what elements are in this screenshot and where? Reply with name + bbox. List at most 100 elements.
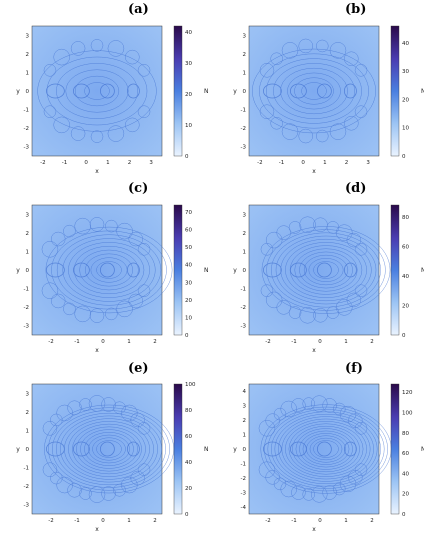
colorbar-tick-label: 60 (402, 244, 409, 250)
x-tick-label: 0 (101, 339, 105, 345)
panel-5: (e) -2 -1 0 1 2 3 2 1 0 -1 -2 -3 x y 100 80 60 40 20 0 N (16, 361, 208, 533)
colorbar-tick-label: 20 (402, 303, 409, 309)
colorbar-label: N (421, 88, 424, 95)
colorbar-label: N (204, 88, 209, 95)
y-tick-label: 3 (26, 33, 30, 39)
y-tick-label: 3 (243, 212, 247, 218)
x-axis-label: x (95, 168, 99, 175)
y-tick-label: 1 (243, 249, 247, 255)
y-tick-label: -3 (24, 145, 30, 151)
x-tick-label: 1 (344, 339, 348, 345)
colorbar-tick-label: 0 (185, 333, 189, 339)
colorbar-label: N (421, 267, 424, 274)
colorbar-tick-label: 70 (185, 210, 192, 216)
colorbar-label: N (204, 267, 209, 274)
x-tick-label: 2 (345, 160, 349, 166)
x-tick-label: 3 (149, 160, 153, 166)
colorbar-tick-label: 0 (185, 512, 189, 518)
y-tick-label: 1 (26, 428, 30, 434)
x-tick-label: 0 (318, 339, 322, 345)
colorbar-tick-label: 40 (402, 471, 409, 477)
y-tick-label: 2 (26, 52, 30, 58)
field-pattern (41, 217, 173, 323)
panel-label: (a) (128, 2, 149, 17)
colorbar-tick-label: 20 (402, 492, 409, 498)
field-pattern (260, 216, 391, 324)
y-tick-label: -3 (241, 145, 247, 151)
colorbar-tick-label: 40 (185, 263, 192, 269)
y-tick-label: -3 (241, 490, 247, 496)
field-pattern (37, 39, 157, 143)
y-tick-label: 1 (243, 70, 247, 76)
x-tick-label: -2 (48, 339, 53, 345)
y-axis-label: y (233, 267, 237, 274)
y-axis-label: y (16, 88, 20, 95)
colorbar-label: N (421, 446, 424, 453)
heatmap-field (248, 25, 380, 157)
x-tick-label: 2 (153, 339, 157, 345)
x-axis-label: x (312, 347, 316, 354)
colorbar-tick-label: 40 (402, 41, 409, 47)
x-tick-label: -2 (265, 339, 270, 345)
y-tick-label: 3 (26, 212, 30, 218)
colorbar-tick-label: 40 (185, 30, 192, 36)
x-tick-label: 2 (153, 518, 157, 524)
colorbar-tick-label: 30 (402, 69, 409, 75)
colorbar-tick-label: 40 (185, 460, 192, 466)
y-tick-label: 3 (243, 404, 247, 410)
field-pattern (258, 395, 392, 503)
colorbar-tick-label: 0 (402, 512, 406, 518)
y-axis-label: y (233, 88, 237, 95)
colorbar-tick-label: 10 (402, 126, 409, 132)
colorbar (390, 204, 400, 336)
y-tick-label: -2 (24, 484, 29, 490)
colorbar-tick-label: 20 (402, 97, 409, 103)
field-pattern (42, 395, 174, 503)
y-tick-label: 2 (26, 410, 30, 416)
colorbar-tick-label: 20 (185, 298, 192, 304)
x-tick-label: 2 (128, 160, 132, 166)
y-tick-label: 2 (243, 418, 247, 424)
colorbar (173, 25, 183, 157)
y-tick-label: -1 (24, 108, 29, 114)
x-tick-label: -1 (74, 518, 79, 524)
x-tick-label: -1 (279, 160, 284, 166)
panel-label: (e) (128, 361, 149, 376)
y-axis-label: y (16, 267, 20, 274)
y-axis-label: y (16, 446, 20, 453)
x-tick-label: -1 (62, 160, 67, 166)
colorbar-tick-label: 60 (185, 228, 192, 234)
y-tick-label: 0 (26, 89, 30, 95)
field-pattern (252, 38, 376, 144)
panel-label: (d) (345, 181, 366, 196)
x-tick-label: -1 (74, 339, 79, 345)
heatmap-field (248, 383, 380, 515)
colorbar-tick-label: 0 (185, 154, 189, 160)
y-tick-label: -3 (24, 503, 30, 509)
colorbar-tick-label: 10 (185, 123, 192, 129)
x-tick-label: -2 (48, 518, 53, 524)
y-tick-label: 2 (243, 231, 247, 237)
x-tick-label: 0 (301, 160, 305, 166)
y-axis-label: y (233, 446, 237, 453)
x-tick-label: 0 (318, 518, 322, 524)
panel-4: (d) -2 -1 0 1 2 3 2 1 0 -1 -2 -3 x y 80 60 40 20 0 N (233, 181, 424, 354)
panel-label: (b) (345, 2, 366, 17)
y-tick-label: 0 (26, 268, 30, 274)
y-tick-label: -2 (24, 126, 29, 132)
panel-label: (c) (128, 181, 148, 196)
x-tick-label: 1 (127, 339, 131, 345)
colorbar-tick-label: 80 (402, 215, 409, 221)
colorbar-tick-label: 10 (185, 315, 192, 321)
x-tick-label: -1 (291, 339, 296, 345)
colorbar-tick-label: 80 (185, 408, 192, 414)
colorbar-tick-label: 60 (185, 434, 192, 440)
y-tick-label: -2 (241, 305, 246, 311)
y-tick-label: 1 (26, 249, 30, 255)
colorbar-tick-label: 100 (185, 382, 196, 388)
heatmap-field (31, 25, 163, 157)
y-tick-label: -1 (241, 461, 246, 467)
